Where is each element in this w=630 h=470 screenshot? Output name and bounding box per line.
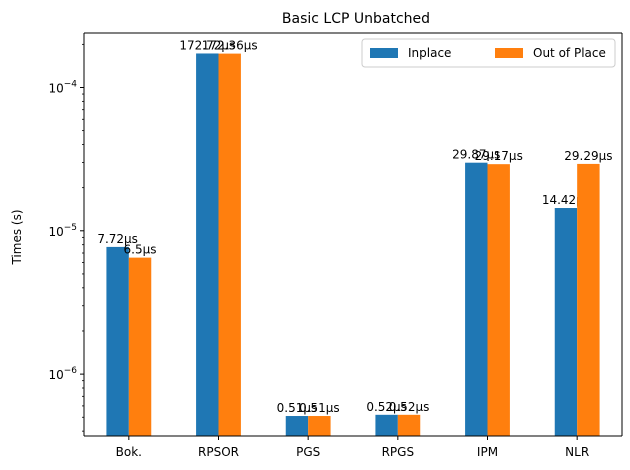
data-label: 29.17μs (475, 149, 523, 163)
x-tick-label: PGS (296, 445, 320, 459)
bar-inplace-nlr (554, 208, 578, 436)
legend-swatch (370, 48, 398, 58)
data-label: 6.5μs (124, 243, 157, 257)
data-label: 172.72μs (179, 38, 235, 52)
legend-box (361, 38, 616, 68)
bar-inplace-bok (106, 246, 129, 436)
x-tick-label: NLR (565, 445, 589, 459)
y-axis-label: Times (s) (10, 209, 24, 265)
data-label: 0.51μs (277, 401, 318, 415)
data-label: 0.52μs (366, 400, 407, 414)
data-label: 29.29μs (564, 149, 612, 163)
bar-out-of-place-bok (128, 257, 152, 436)
bar-out-of-place-pgs (308, 416, 331, 436)
x-tick-label: RPGS (382, 445, 415, 459)
data-label: 7.72μs (97, 232, 138, 246)
legend-swatch (495, 48, 523, 58)
data-label: 29.87μs (452, 148, 500, 162)
bar-out-of-place-ipm (487, 164, 510, 437)
y-tick-label: 10−5 (48, 223, 77, 239)
bar-out-of-place-nlr (577, 163, 600, 436)
y-tick-label: 10−6 (48, 366, 77, 382)
legend-label: Out of Place (533, 46, 606, 60)
bar-inplace-rpgs (375, 414, 398, 436)
data-label: 0.51μs (299, 401, 340, 415)
x-tick-label: IPM (477, 445, 498, 459)
legend-label: Inplace (408, 46, 451, 60)
chart-title: Basic LCP Unbatched (282, 11, 430, 27)
bar-inplace-rpsor (196, 53, 219, 436)
bar-out-of-place-rpsor (218, 53, 241, 436)
x-tick-label: Bok. (116, 445, 142, 459)
y-tick-label: 10−4 (48, 79, 77, 95)
data-label: 172.36μs (202, 39, 258, 53)
bar-out-of-place-rpgs (397, 414, 421, 436)
bar-inplace-pgs (285, 416, 309, 436)
bar-inplace-ipm (465, 162, 488, 437)
x-tick-label: RPSOR (198, 445, 239, 459)
data-label: 0.52μs (389, 400, 430, 414)
